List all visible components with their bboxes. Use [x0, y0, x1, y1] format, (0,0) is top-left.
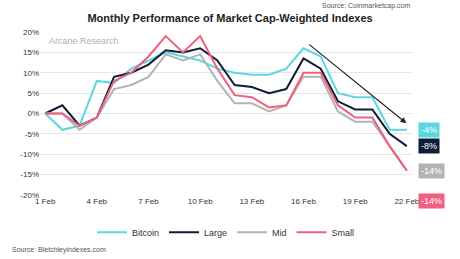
svg-text:-14%: -14% [421, 166, 442, 176]
svg-text:-4%: -4% [421, 125, 437, 135]
svg-text:-8%: -8% [421, 141, 437, 151]
svg-text:7 Feb: 7 Feb [138, 197, 159, 206]
svg-text:16 Feb: 16 Feb [291, 197, 316, 206]
svg-text:Source: Bletchleyindexes.com: Source: Bletchleyindexes.com [12, 246, 106, 254]
svg-text:-15%: -15% [20, 170, 39, 179]
svg-text:Arcane Research: Arcane Research [49, 36, 119, 46]
svg-text:Monthly Performance of Market: Monthly Performance of Market Cap-Weight… [87, 12, 372, 24]
svg-text:-14%: -14% [421, 196, 442, 206]
svg-text:Large: Large [204, 228, 227, 238]
svg-text:Source: Coinmarketcap.com: Source: Coinmarketcap.com [322, 2, 410, 10]
svg-text:5%: 5% [27, 89, 39, 98]
svg-text:1 Feb: 1 Feb [35, 197, 56, 206]
svg-text:22 Feb: 22 Feb [394, 197, 419, 206]
svg-text:20%: 20% [23, 28, 39, 37]
svg-text:-5%: -5% [25, 130, 39, 139]
svg-text:Small: Small [332, 228, 355, 238]
svg-text:-10%: -10% [20, 150, 39, 159]
svg-text:10 Feb: 10 Feb [188, 197, 213, 206]
svg-text:10%: 10% [23, 69, 39, 78]
svg-text:-20%: -20% [20, 191, 39, 200]
svg-text:4 Feb: 4 Feb [87, 197, 108, 206]
svg-text:0%: 0% [27, 109, 39, 118]
svg-text:Mid: Mid [272, 228, 287, 238]
svg-text:15%: 15% [23, 48, 39, 57]
svg-text:19 Feb: 19 Feb [343, 197, 368, 206]
svg-text:Bitcoin: Bitcoin [132, 228, 159, 238]
svg-text:13 Feb: 13 Feb [239, 197, 264, 206]
